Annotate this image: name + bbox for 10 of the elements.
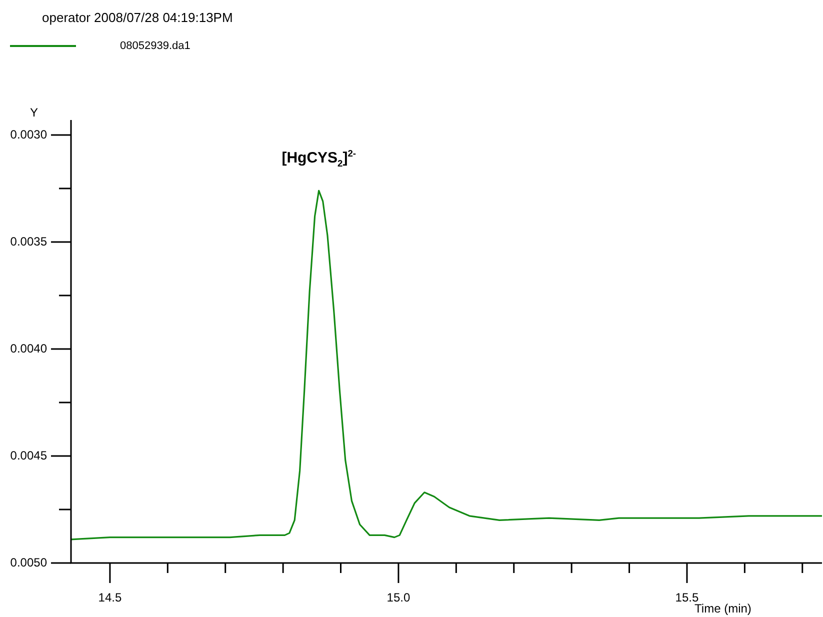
y-tick-label: 0.0035 — [10, 234, 48, 248]
chart-title: operator 2008/07/28 04:19:13PM — [42, 10, 233, 25]
y-axis-title: Y — [30, 105, 38, 120]
y-tick-label: 0.0040 — [10, 341, 48, 356]
x-tick-label: 14.5 — [98, 590, 122, 604]
y-tick-label: 0.0030 — [10, 127, 48, 142]
x-tick-label: 15.0 — [386, 590, 410, 604]
text: 08052939.da1 — [120, 40, 190, 52]
y-tick-label: 0.0050 — [10, 555, 48, 570]
y-tick-label: 0.0045 — [10, 448, 48, 462]
